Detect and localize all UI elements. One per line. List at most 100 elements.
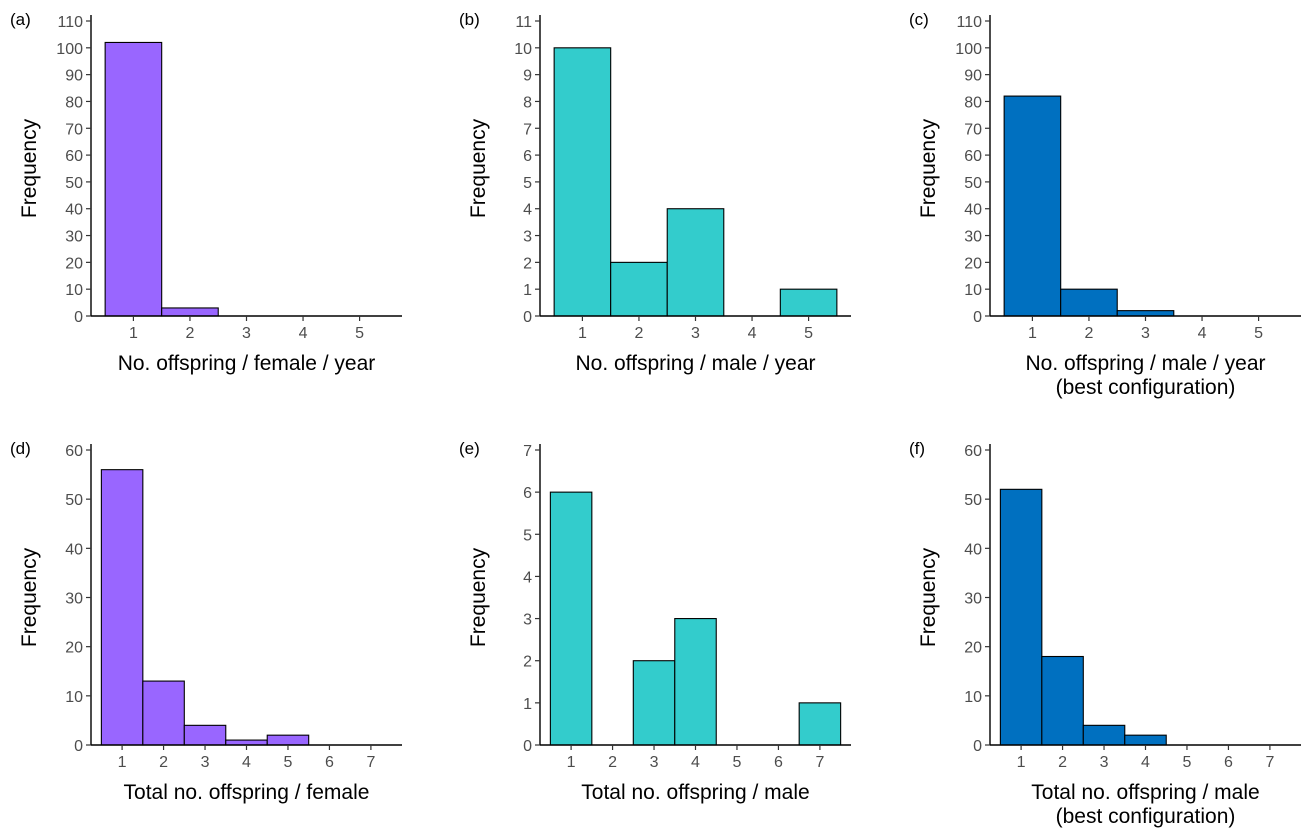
y-tick-label: 40 xyxy=(964,541,982,558)
y-tick-label: 3 xyxy=(523,612,532,629)
x-tick-label: 4 xyxy=(242,754,251,771)
y-tick-label: 50 xyxy=(65,492,83,509)
panel-c: 0 10 20 30 40 50 60 70 80 90 100 110 1 2 3 4 5 No. offspr… xyxy=(909,10,1301,399)
x-tick-label: 3 xyxy=(1100,754,1109,771)
y-tick-label: 2 xyxy=(523,255,532,272)
y-tick-label: 20 xyxy=(964,255,982,272)
bar-e-4 xyxy=(674,618,717,746)
y-tick-label: 110 xyxy=(956,14,982,31)
x-tick-label: 7 xyxy=(366,754,375,771)
bar-c-1 xyxy=(1003,95,1062,317)
panel-tag: (a) xyxy=(10,10,31,29)
y-axis-label: Frequency xyxy=(917,118,940,218)
y-tick-label: 40 xyxy=(65,541,83,558)
x-tick-label: 1 xyxy=(129,325,138,342)
y-tick-label: 3 xyxy=(523,229,532,246)
y-tick-label: 0 xyxy=(523,738,532,755)
bar-b-5 xyxy=(779,288,838,317)
y-tick-label: 5 xyxy=(523,175,532,192)
bar-f-1 xyxy=(999,488,1043,746)
panel-tag: (d) xyxy=(10,439,31,458)
y-tick-label: 6 xyxy=(523,485,532,502)
x-tick-label: 1 xyxy=(567,754,576,771)
y-axis-label: Frequency xyxy=(917,547,940,647)
y-tick-label: 9 xyxy=(523,68,532,85)
bar-c-3 xyxy=(1116,310,1175,317)
y-tick-label: 60 xyxy=(964,443,982,460)
panel-tag: (c) xyxy=(909,10,929,29)
x-tick-label: 3 xyxy=(1141,325,1150,342)
x-axis-label: Total no. offspring / male xyxy=(581,781,809,804)
y-tick-label: 40 xyxy=(964,202,982,219)
x-tick-label: 2 xyxy=(635,325,644,342)
y-tick-label: 20 xyxy=(964,640,982,657)
y-tick-label: 0 xyxy=(523,309,532,326)
x-tick-label: 2 xyxy=(186,325,195,342)
y-tick-label: 40 xyxy=(65,202,83,219)
y-tick-label: 80 xyxy=(964,94,982,111)
y-tick-label: 100 xyxy=(955,41,982,58)
x-tick-label: 3 xyxy=(201,754,210,771)
x-tick-label: 7 xyxy=(815,754,824,771)
y-tick-label: 50 xyxy=(964,175,982,192)
panel-f: 0 10 20 30 40 50 60 1 2 3 4 5 6 7 Total no. offspring … xyxy=(909,439,1301,828)
bar-b-1 xyxy=(553,47,612,317)
bar-a-1 xyxy=(104,41,163,317)
y-tick-label: 11 xyxy=(515,14,532,31)
x-tick-label: 1 xyxy=(118,754,127,771)
x-tick-label: 2 xyxy=(1085,325,1094,342)
y-tick-label: 2 xyxy=(523,654,532,671)
x-tick-label: 2 xyxy=(608,754,617,771)
x-tick-label: 1 xyxy=(578,325,587,342)
y-axis-label: Frequency xyxy=(467,547,490,647)
x-tick-label: 5 xyxy=(733,754,742,771)
y-tick-label: 80 xyxy=(65,94,83,111)
bar-d-2 xyxy=(142,680,185,746)
y-tick-label: 20 xyxy=(65,255,83,272)
bar-b-3 xyxy=(666,208,725,317)
x-tick-label: 3 xyxy=(242,325,251,342)
bar-e-7 xyxy=(798,702,842,746)
y-tick-label: 70 xyxy=(65,121,83,138)
x-tick-label: 3 xyxy=(691,325,700,342)
y-tick-label: 60 xyxy=(65,148,83,165)
x-tick-label: 5 xyxy=(355,325,364,342)
x-tick-label: 1 xyxy=(1017,754,1026,771)
bar-a-2 xyxy=(161,307,219,317)
x-tick-label: 2 xyxy=(1058,754,1067,771)
x-tick-label: 4 xyxy=(299,325,308,342)
x-tick-label: 7 xyxy=(1265,754,1274,771)
x-tick-label: 1 xyxy=(1028,325,1037,342)
y-axis-label: Frequency xyxy=(18,547,41,647)
y-tick-label: 5 xyxy=(523,527,532,544)
bar-b-2 xyxy=(610,261,668,317)
bar-e-3 xyxy=(632,660,676,746)
bar-c-2 xyxy=(1060,288,1118,317)
y-tick-label: 7 xyxy=(523,121,532,138)
y-tick-label: 30 xyxy=(964,229,982,246)
panel-tag: (f) xyxy=(909,439,925,458)
y-tick-label: 0 xyxy=(74,309,83,326)
x-tick-label: 2 xyxy=(159,754,168,771)
y-tick-label: 30 xyxy=(65,591,83,608)
bar-d-5 xyxy=(266,734,310,746)
x-tick-label: 3 xyxy=(650,754,659,771)
x-tick-label: 4 xyxy=(748,325,757,342)
panel-d: 0 10 20 30 40 50 60 1 2 3 4 5 6 7 Total no. offspring … xyxy=(10,439,402,804)
y-tick-label: 10 xyxy=(65,689,83,706)
x-tick-label: 5 xyxy=(804,325,813,342)
x-axis-label: No. offspring / male / year xyxy=(1025,352,1265,375)
y-tick-label: 90 xyxy=(65,68,83,85)
x-tick-label: 4 xyxy=(1141,754,1150,771)
y-axis-label: Frequency xyxy=(18,118,41,218)
panel-tag: (b) xyxy=(459,10,480,29)
y-axis-label: Frequency xyxy=(467,118,490,218)
bar-f-4 xyxy=(1124,734,1167,746)
x-axis-label: (best configuration) xyxy=(1056,376,1236,399)
x-tick-label: 5 xyxy=(1254,325,1263,342)
y-tick-label: 30 xyxy=(65,229,83,246)
x-tick-label: 6 xyxy=(774,754,783,771)
x-axis-label: (best configuration) xyxy=(1056,805,1236,828)
y-tick-label: 30 xyxy=(964,591,982,608)
